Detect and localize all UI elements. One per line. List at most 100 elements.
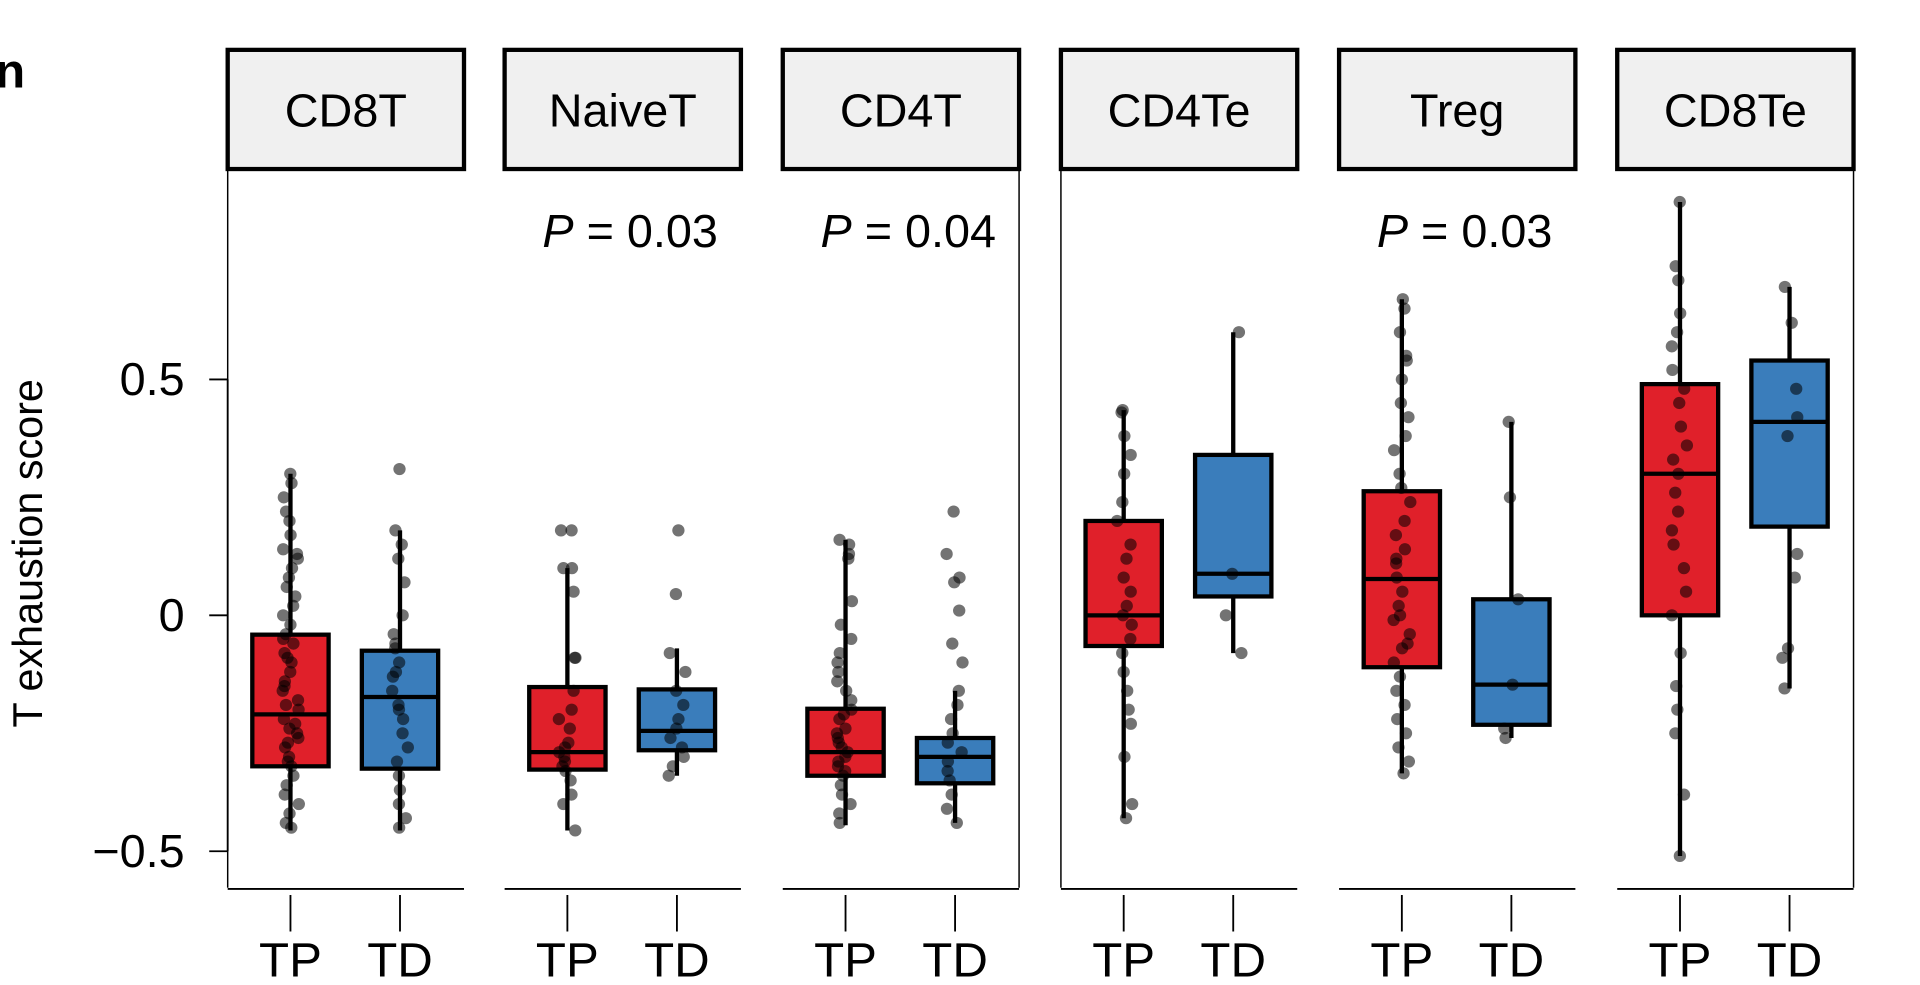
data-point — [284, 467, 297, 480]
data-point — [1502, 415, 1515, 428]
data-point — [834, 618, 848, 631]
data-point — [1124, 585, 1137, 598]
y-tick-label: −0.5 — [92, 825, 184, 877]
data-point — [833, 816, 846, 830]
data-point — [1781, 642, 1795, 655]
data-point — [290, 727, 304, 740]
data-point — [393, 783, 407, 796]
strip-label: CD4T — [840, 85, 962, 137]
data-point — [393, 462, 406, 476]
data-point — [662, 769, 675, 782]
data-point — [392, 769, 406, 782]
x-tick-label: TP — [536, 934, 599, 985]
data-point — [1110, 514, 1124, 528]
p-value-number: 0.03 — [1461, 205, 1552, 257]
x-tick-label: TD — [1479, 934, 1545, 985]
data-point — [1226, 567, 1239, 580]
data-point — [946, 637, 959, 650]
data-point — [941, 736, 954, 749]
data-point — [1788, 571, 1801, 584]
data-point — [1674, 646, 1687, 660]
p-value-number: 0.03 — [627, 205, 718, 257]
data-point — [1387, 444, 1401, 457]
data-point — [396, 727, 409, 740]
p-value-number: 0.04 — [905, 205, 996, 257]
data-point — [1673, 396, 1686, 410]
data-point — [1671, 703, 1684, 716]
data-point — [1665, 609, 1679, 622]
data-point — [1395, 373, 1409, 386]
data-point — [1124, 538, 1137, 551]
data-point — [1393, 670, 1407, 683]
data-point — [951, 698, 964, 712]
data-point — [278, 788, 291, 801]
data-point — [567, 684, 580, 697]
p-equals: = — [852, 205, 905, 257]
panel-cd8t: CD8T TP TD — [225, 47, 467, 985]
data-point — [285, 562, 299, 575]
y-tick-label: 0 — [159, 589, 185, 641]
data-point — [565, 703, 578, 716]
data-point — [944, 713, 958, 726]
data-point — [1671, 505, 1685, 518]
p-symbol: P — [542, 205, 573, 257]
data-point — [1393, 609, 1407, 622]
data-point — [1403, 628, 1416, 641]
panel-naivet: NaiveT P = 0.03 TP TD — [502, 47, 744, 985]
data-point — [1121, 684, 1134, 697]
y-axis-label: T exhaustion score — [4, 379, 51, 727]
data-point — [1666, 363, 1679, 377]
data-point — [835, 788, 849, 801]
data-point — [1125, 797, 1139, 811]
x-tick-label: TD — [922, 934, 988, 985]
data-point — [1670, 680, 1683, 693]
data-point — [842, 538, 856, 551]
data-point — [392, 552, 405, 565]
data-point — [1669, 486, 1682, 499]
data-point — [396, 609, 409, 622]
data-point — [672, 524, 685, 537]
data-point — [1394, 396, 1408, 410]
x-tick-label: TP — [1370, 934, 1433, 985]
data-point — [1399, 727, 1413, 740]
data-point — [837, 708, 851, 721]
data-point — [1678, 382, 1691, 395]
data-point — [1387, 656, 1400, 669]
data-point — [1667, 453, 1680, 466]
data-point — [1119, 812, 1133, 825]
data-point — [281, 651, 294, 664]
data-point — [663, 646, 677, 660]
data-point — [558, 741, 572, 754]
data-point — [832, 665, 845, 679]
data-point — [1120, 599, 1133, 612]
data-point — [1396, 293, 1409, 306]
strip-header — [1058, 47, 1300, 172]
data-point — [1118, 467, 1131, 480]
data-point — [1778, 280, 1792, 294]
data-point — [399, 812, 412, 825]
data-point — [1118, 750, 1131, 763]
data-point — [280, 779, 293, 792]
data-point — [564, 774, 577, 787]
data-point — [1118, 429, 1131, 443]
strip-header — [1336, 47, 1578, 172]
data-point — [277, 609, 290, 622]
data-point — [845, 632, 858, 645]
data-point — [1673, 195, 1686, 209]
p-value: P = 0.03 — [542, 205, 718, 257]
p-symbol: P — [1377, 205, 1408, 257]
panel-cd4t: CD4T P = 0.04 TP TD — [780, 47, 1022, 985]
data-point — [679, 665, 692, 679]
data-point — [1235, 646, 1248, 660]
data-point — [1122, 703, 1135, 716]
data-point — [940, 802, 954, 815]
data-point — [1389, 529, 1403, 542]
data-point — [565, 524, 578, 537]
data-point — [840, 684, 853, 697]
data-point — [669, 588, 683, 601]
data-point — [1398, 543, 1412, 556]
data-point — [565, 788, 578, 801]
data-point — [845, 694, 858, 707]
data-point — [554, 524, 568, 537]
data-point — [1498, 722, 1511, 735]
